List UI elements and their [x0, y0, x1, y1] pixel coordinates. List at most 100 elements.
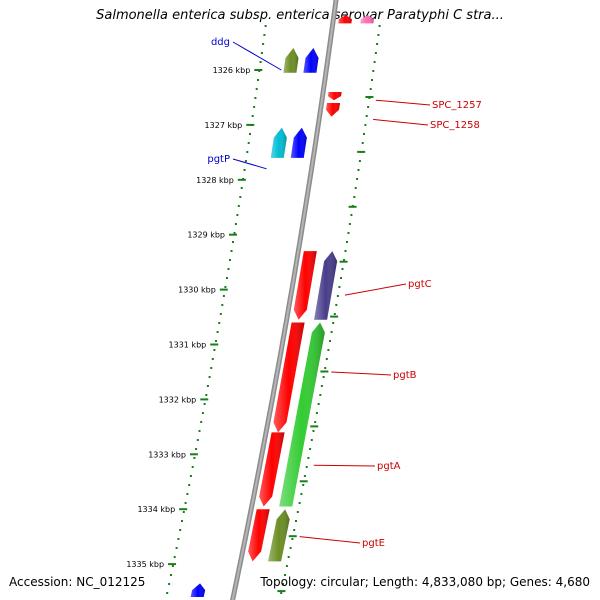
outer-dot: [295, 520, 297, 522]
scale-dot: [196, 439, 199, 441]
outer-dot: [305, 466, 308, 468]
scale-dot: [173, 556, 176, 558]
outer-dot: [296, 511, 299, 513]
tick-label: 1333 kbp: [148, 450, 186, 459]
scale-dot: [166, 592, 169, 594]
accession-text: Accession: NC_012125: [9, 575, 146, 589]
label-pgtp: pgtP: [207, 154, 230, 165]
scale-dot: [182, 511, 185, 513]
gene-feature-shading: [190, 583, 206, 598]
scale-dot: [253, 106, 256, 108]
gene-pgtb-shading: [273, 322, 305, 433]
outer-dot: [332, 322, 335, 324]
label-pgtb: pgtB: [393, 370, 417, 381]
label-leader: [375, 99, 431, 106]
outer-dot: [325, 358, 328, 360]
outer-dot: [376, 43, 379, 45]
outer-dot: [330, 331, 333, 333]
label-leader: [232, 158, 267, 170]
label-pgta: pgtA: [377, 461, 401, 472]
outer-dot: [354, 187, 357, 189]
outer-dot: [374, 52, 377, 54]
outer-dot: [293, 529, 296, 531]
outer-dot: [282, 583, 285, 585]
outer-dot: [356, 178, 359, 180]
scale-dot: [239, 196, 242, 198]
gene-feature-shading: [279, 322, 325, 507]
label-spc_1258: SPC_1258: [430, 120, 480, 131]
scale-dot: [264, 25, 267, 27]
gene-pgte-shading: [248, 509, 270, 562]
outer-dot: [378, 25, 381, 27]
scale-dot: [246, 151, 249, 153]
scale-dot: [179, 529, 182, 531]
gene-labels: ddg pgtP SPC_1257 SPC_1258 pgtC pgtB pgtA pgtE: [207, 37, 481, 549]
scale-dot: [188, 484, 191, 486]
scale-dot: [170, 574, 172, 576]
map-title: Salmonella enterica subsp. enterica sero…: [96, 8, 504, 23]
scale-dot: [247, 142, 250, 144]
outer-dot: [372, 70, 375, 72]
outer-dot: [341, 268, 344, 270]
scale-dot: [177, 538, 180, 540]
outer-dot: [300, 493, 303, 495]
scale-dot: [184, 502, 187, 504]
label-leader: [313, 464, 376, 467]
scale-dot: [222, 295, 225, 297]
outer-dot: [284, 574, 286, 576]
scale-dot: [221, 304, 224, 306]
outer-dot: [365, 115, 368, 117]
outer-dot: [340, 277, 342, 279]
outer-dot: [377, 34, 380, 36]
gene-pgtc-shading: [293, 251, 317, 320]
scale-dot: [251, 115, 254, 117]
tick-label: 1332 kbp: [159, 395, 197, 404]
scale-dot: [218, 322, 221, 324]
outer-dot: [287, 556, 290, 558]
scale-dot: [193, 457, 196, 459]
scale-dot: [243, 169, 246, 171]
scale-dot: [215, 340, 217, 342]
scale-dot: [229, 259, 231, 261]
gene-feature-shading: [338, 15, 352, 24]
label-leader: [373, 118, 429, 126]
scale-dot: [234, 223, 237, 225]
outer-dot: [327, 349, 330, 351]
outer-dot: [348, 223, 351, 225]
outer-dot: [343, 259, 345, 261]
label-leader: [331, 371, 392, 376]
backbone-ring: [230, 0, 339, 600]
tick-label: 1334 kbp: [137, 505, 175, 514]
backbone-highlight: [231, 0, 338, 600]
outer-dot: [312, 430, 315, 432]
outer-dot: [333, 313, 336, 315]
gene-pgtp-shading: [270, 127, 287, 158]
outer-dot: [347, 232, 350, 234]
outer-dot: [317, 403, 320, 405]
scale-dot: [260, 52, 263, 54]
label-leader: [232, 41, 282, 71]
outer-dot: [289, 547, 292, 549]
scale-dot: [219, 313, 222, 315]
scale-dot: [244, 160, 247, 162]
label-ddg: ddg: [211, 37, 230, 48]
outer-dot: [344, 250, 347, 252]
scale-dot: [198, 430, 201, 432]
outer-dot: [353, 196, 356, 198]
outer-dot: [329, 340, 331, 342]
outer-dot: [309, 448, 312, 450]
outer-dot: [320, 385, 323, 387]
gene-pgta-shading: [259, 432, 285, 507]
scale-dot: [206, 385, 209, 387]
scale-dot: [168, 583, 171, 585]
tick-label: 1326 kbp: [213, 66, 251, 75]
scale-dot: [195, 448, 198, 450]
gene-spc_1258-shading: [326, 102, 341, 117]
scale-dot: [233, 232, 236, 234]
outer-dot: [346, 241, 348, 243]
label-pgtc: pgtC: [408, 279, 432, 290]
scale-dot: [263, 34, 266, 36]
scale-dot: [255, 88, 258, 90]
gene-feature-shading: [303, 48, 319, 73]
label-pgte: pgtE: [362, 538, 385, 549]
